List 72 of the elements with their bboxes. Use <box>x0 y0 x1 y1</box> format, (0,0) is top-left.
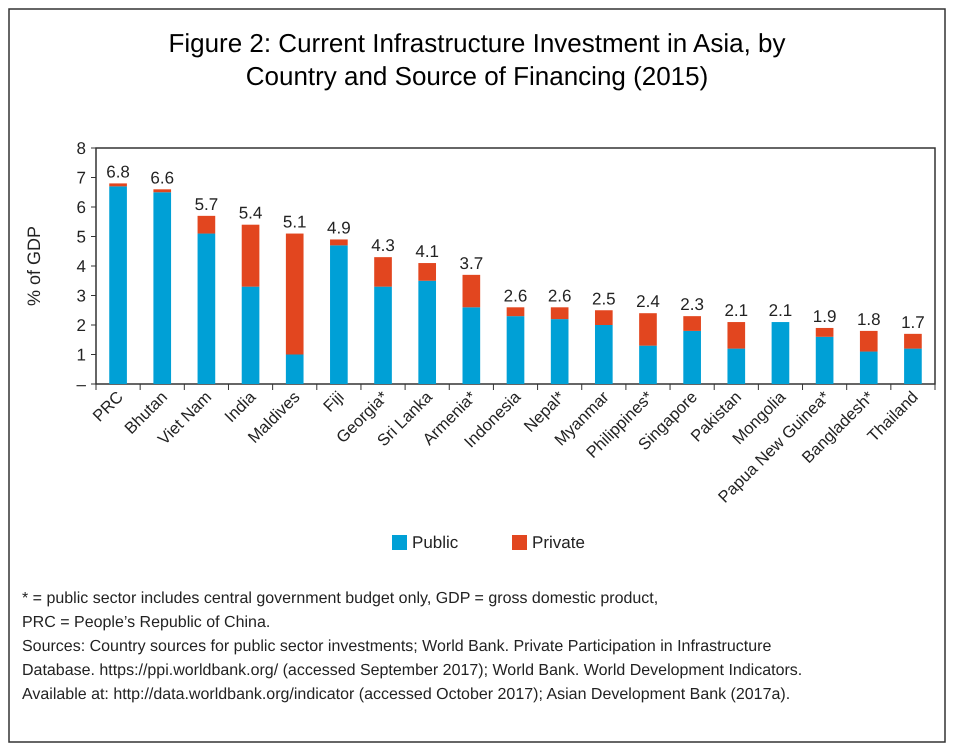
bar <box>506 307 524 316</box>
y-tick-label: 5 <box>76 227 86 246</box>
total-label: 2.5 <box>592 289 616 308</box>
total-label: 1.8 <box>856 310 881 329</box>
bar <box>330 239 348 246</box>
total-label: 2.3 <box>680 295 704 314</box>
total-label: 5.1 <box>282 212 307 232</box>
total-label: 4.1 <box>415 242 440 262</box>
bar <box>594 310 613 325</box>
bar <box>904 348 922 384</box>
bar <box>109 183 127 186</box>
y-tick-label: 8 <box>76 138 86 158</box>
y-tick-label: 4 <box>76 256 86 276</box>
bar <box>860 352 878 384</box>
bar <box>683 316 701 331</box>
chart-title: Figure 2: Current Infrastructure Investment in Asia, by Country and Source of Financing (2015) <box>168 28 786 91</box>
y-tick-label: 1 <box>76 345 86 364</box>
y-tick-label: 3 <box>76 286 86 306</box>
legend-label: Public <box>412 533 459 552</box>
total-label: 2.1 <box>768 301 792 320</box>
total-label: 6.6 <box>150 168 174 188</box>
bar <box>286 354 304 384</box>
bar <box>286 234 304 354</box>
total-label: 1.7 <box>901 312 925 332</box>
text: * = public sector includes central government budget only, GDP = gross domestic product, <box>22 590 658 607</box>
bar <box>683 330 701 384</box>
bar <box>904 334 922 349</box>
bar <box>727 348 746 384</box>
y-axis-title: % of GDP <box>24 226 44 306</box>
total-label: 6.8 <box>106 162 130 182</box>
bar <box>816 328 834 337</box>
bar <box>418 280 436 384</box>
total-label: 4.3 <box>371 236 395 256</box>
bar <box>594 325 613 384</box>
bar <box>639 313 657 346</box>
y-tick-label: 7 <box>76 168 86 188</box>
bar <box>860 330 878 352</box>
bar <box>374 286 392 384</box>
bar <box>550 319 568 384</box>
bar <box>816 336 834 384</box>
y-tick-label: 2 <box>76 316 86 335</box>
total-label: 1.9 <box>812 306 836 326</box>
bar <box>153 192 172 384</box>
bar <box>506 316 524 384</box>
bar <box>242 286 260 384</box>
bar <box>198 234 216 384</box>
bar <box>727 322 746 349</box>
total-label: 2.6 <box>548 286 572 306</box>
bar <box>374 257 392 287</box>
total-label: 3.7 <box>460 254 484 273</box>
bar <box>109 186 127 384</box>
legend-label: Private <box>532 533 585 552</box>
total-label: 5.7 <box>194 194 218 214</box>
bar <box>462 307 480 384</box>
total-label: 4.9 <box>327 218 351 238</box>
total-label: 2.4 <box>636 292 660 312</box>
source-note: Sources: Country sources for public sector investments; World Bank. Private Participation in Infrastructure Database. https://ppi.worldbank.org/ (accessed September 2017); World Bank. World Development Indicators. Available at: http://data.worldbank.org/indicator (accessed October 2017); Asian Development Bank (2017a). <box>22 638 802 703</box>
bar <box>462 274 480 308</box>
text: PRC = People’s Republic of China. <box>22 614 270 631</box>
bar <box>242 224 260 287</box>
bar <box>550 307 568 320</box>
bar <box>639 346 657 384</box>
bar <box>153 189 172 192</box>
total-label: 2.1 <box>724 301 748 320</box>
total-label: 5.4 <box>238 204 262 223</box>
bar <box>418 263 436 281</box>
bar <box>198 216 216 234</box>
bar <box>330 245 348 384</box>
total-label: 2.6 <box>504 286 528 306</box>
y-tick-label: – <box>76 374 87 394</box>
y-tick-label: 6 <box>76 198 86 217</box>
bar <box>772 322 790 384</box>
